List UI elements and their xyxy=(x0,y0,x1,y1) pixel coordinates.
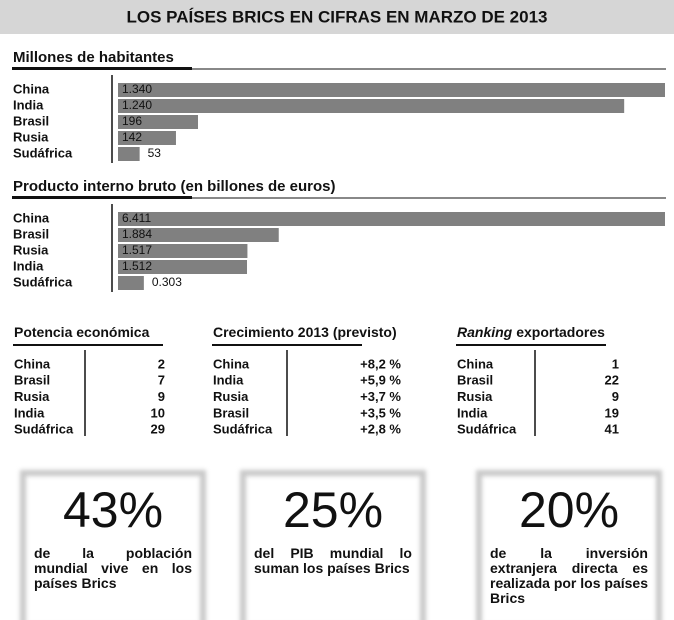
bar xyxy=(118,131,176,145)
table-title-text: exportadores xyxy=(516,324,605,340)
stat: 20% de la inversión extranjera directa es… xyxy=(476,480,662,606)
stat-frame xyxy=(240,470,426,620)
row-value: 2 xyxy=(158,356,165,371)
title-underline xyxy=(212,344,362,346)
value-label: 196 xyxy=(122,114,142,128)
row-label: Brasil xyxy=(213,405,249,420)
bar xyxy=(118,147,140,161)
category-label: Sudáfrica xyxy=(13,274,73,289)
bar xyxy=(118,83,665,97)
row-value: +3,7 % xyxy=(360,389,401,404)
stat-frame xyxy=(20,470,206,620)
category-label: India xyxy=(13,97,44,112)
category-label: Rusia xyxy=(13,242,49,257)
header-bar xyxy=(0,0,674,34)
row-label: Rusia xyxy=(457,389,493,404)
stat-text: de la población mundial vive en los país… xyxy=(34,545,192,591)
value-label: 1.884 xyxy=(122,227,152,241)
category-label: India xyxy=(13,258,44,273)
row-label: Rusia xyxy=(213,389,249,404)
row-value: 9 xyxy=(158,389,165,404)
title-underline xyxy=(456,344,606,346)
value-label: 1.517 xyxy=(122,243,152,257)
stat: 25% del PIB mundial lo suman los países B… xyxy=(240,480,426,576)
stat-text: del PIB mundial lo suman los países Bric… xyxy=(254,545,412,576)
row-value: 29 xyxy=(151,422,165,437)
category-label: Rusia xyxy=(13,129,49,144)
bar xyxy=(118,244,248,258)
value-label: 1.240 xyxy=(122,98,152,112)
row-label: China xyxy=(457,356,494,371)
row-label: Brasil xyxy=(457,373,493,388)
category-label: China xyxy=(13,210,50,225)
row-value: 22 xyxy=(605,373,619,388)
category-label: Sudáfrica xyxy=(13,145,73,160)
value-label: 142 xyxy=(122,130,142,144)
value-label: 53 xyxy=(148,146,162,160)
row-label: China xyxy=(14,356,51,371)
value-label: 0.303 xyxy=(152,275,182,289)
row-value: 10 xyxy=(151,405,165,420)
row-value: 7 xyxy=(158,373,165,388)
row-label: Sudáfrica xyxy=(457,422,517,437)
row-label: India xyxy=(457,405,488,420)
row-value: 19 xyxy=(605,405,619,420)
row-value: 41 xyxy=(605,422,619,437)
table-title: Crecimiento 2013 (previsto) xyxy=(213,324,397,340)
category-label: China xyxy=(13,81,50,96)
category-label: Brasil xyxy=(13,226,49,241)
row-label: Brasil xyxy=(14,373,50,388)
stat-text: de la inversión extranjera directa es re… xyxy=(490,545,648,606)
row-label: India xyxy=(213,373,244,388)
table-title-em: Ranking xyxy=(457,324,513,340)
bar xyxy=(118,276,144,290)
row-label: Sudáfrica xyxy=(213,422,273,437)
bar xyxy=(118,99,625,113)
bar xyxy=(118,212,665,226)
stat-value: 20% xyxy=(518,482,620,538)
value-label: 1.340 xyxy=(122,82,152,96)
row-value: 1 xyxy=(612,356,619,371)
row-label: India xyxy=(14,405,45,420)
category-label: Brasil xyxy=(13,113,49,128)
stat-value: 25% xyxy=(282,482,384,538)
stat: 43% de la población mundial vive en los p… xyxy=(20,480,206,591)
page-title: LOS PAÍSES BRICS EN CIFRAS EN MARZO DE 2… xyxy=(127,7,548,26)
row-value: +5,9 % xyxy=(360,373,401,388)
value-label: 6.411 xyxy=(122,211,151,225)
row-value: +8,2 % xyxy=(360,356,401,371)
row-label: China xyxy=(213,356,250,371)
bar xyxy=(118,260,248,274)
table-title-text: Potencia económica xyxy=(14,324,150,340)
row-value: +2,8 % xyxy=(360,422,401,437)
chart-title: Millones de habitantes xyxy=(13,49,174,66)
row-value: 9 xyxy=(612,389,619,404)
table-title: Ranking exportadores xyxy=(457,324,605,340)
value-label: 1.512 xyxy=(122,259,152,273)
bar xyxy=(118,115,199,129)
row-value: +3,5 % xyxy=(360,405,401,420)
stat-value: 43% xyxy=(62,482,164,538)
row-label: Rusia xyxy=(14,389,50,404)
stat-frame xyxy=(476,470,662,620)
chart-title: Producto interno bruto (en billones de e… xyxy=(13,178,336,195)
bar xyxy=(118,228,279,242)
table-title: Potencia económica xyxy=(14,324,150,340)
row-label: Sudáfrica xyxy=(14,422,74,437)
table-title-text: Crecimiento 2013 (previsto) xyxy=(213,324,397,340)
title-underline xyxy=(13,344,163,346)
